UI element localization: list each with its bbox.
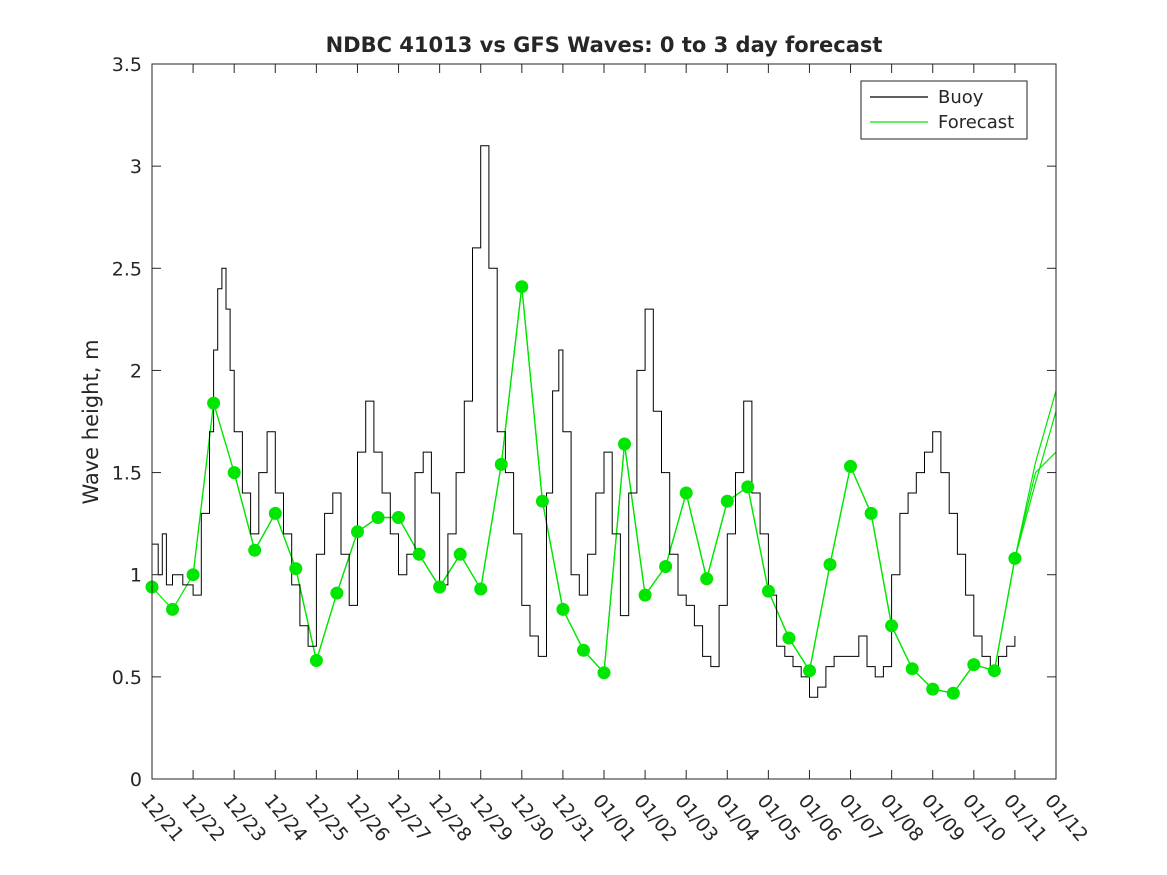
plot-area [152, 64, 1056, 779]
analysis-point [371, 511, 385, 524]
legend-buoy-label: Buoy [938, 87, 984, 108]
y-tick-label: 3.5 [112, 54, 142, 76]
analysis-point [597, 666, 611, 680]
y-tick-label: 0.5 [112, 667, 142, 689]
y-tick-label: 2 [130, 360, 142, 382]
analysis-point [885, 619, 899, 633]
y-tick-label: 3 [130, 156, 142, 178]
y-tick-label: 2.5 [112, 258, 142, 280]
analysis-point [946, 686, 960, 700]
axis-ticks [151, 63, 1057, 780]
analysis-point [351, 525, 364, 539]
analysis-point [207, 396, 221, 410]
analysis-point [474, 582, 488, 596]
analysis-point [700, 572, 714, 586]
analysis-point [248, 543, 262, 557]
forecast-line-22 [1014, 411, 1057, 559]
analysis-point [166, 602, 179, 616]
analysis-point [577, 643, 590, 657]
legend-forecast-label: Forecast [938, 112, 1014, 133]
buoy-series-group [152, 145, 1016, 698]
analysis-point [330, 586, 344, 600]
y-axis-label: Wave height, m [79, 339, 103, 504]
buoy-line [152, 145, 1016, 698]
analysis-point [535, 494, 549, 508]
analysis-point [679, 486, 693, 500]
y-tick-label: 1.5 [112, 463, 142, 485]
analysis-point [926, 682, 940, 696]
y-tick-labels: 0 0.5 1 1.5 2 2.5 3 3.5 [112, 54, 142, 791]
analysis-point [967, 658, 981, 672]
analysis-points [145, 280, 1022, 700]
analysis-point [905, 662, 919, 676]
analysis-point [412, 547, 426, 561]
analysis-point [433, 580, 447, 594]
analysis-point [638, 588, 652, 602]
analysis-point [309, 654, 323, 667]
analysis-point [761, 584, 775, 598]
analysis-point [803, 664, 816, 678]
analysis-point [844, 459, 857, 473]
y-tick-label: 1 [130, 565, 142, 587]
chart-title: NDBC 41013 vs GFS Waves: 0 to 3 day fore… [326, 33, 883, 57]
legend-box [860, 80, 1028, 140]
analysis-point [741, 480, 755, 494]
analysis-point [782, 631, 796, 645]
analysis-point [864, 506, 878, 520]
analysis-point [987, 664, 1001, 678]
analysis-point [392, 511, 405, 524]
y-tick-label: 0 [130, 769, 142, 791]
analysis-point [289, 562, 303, 576]
analysis-point [453, 547, 467, 561]
analysis-point [659, 560, 673, 573]
legend: Buoy Forecast [860, 80, 1028, 140]
analysis-point [186, 568, 200, 582]
analysis-point [1008, 551, 1022, 565]
analysis-point [227, 466, 241, 480]
analysis-point [268, 506, 282, 520]
analysis-point [494, 457, 508, 471]
analysis-point [823, 558, 837, 571]
analysis-point [618, 437, 631, 451]
analysis-point [556, 602, 570, 616]
analysis-point [515, 280, 529, 294]
analysis-point [720, 494, 734, 508]
